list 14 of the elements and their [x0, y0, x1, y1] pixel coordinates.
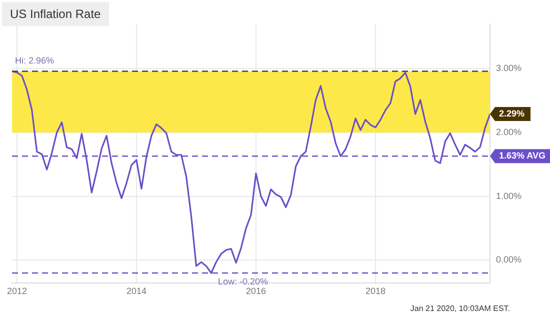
x-tick-label: 2018: [365, 286, 386, 296]
ref-line-label: 1.63% AVG: [499, 150, 546, 161]
ref-line-label: Low: -0.20%: [218, 276, 268, 286]
y-tick-label: 2.00%: [496, 127, 522, 138]
annotation: 2.29%: [499, 108, 525, 118]
text: Jan 21 2020, 10:03AM EST.: [410, 304, 510, 313]
chart-title: US Inflation Rate: [2, 2, 109, 26]
x-tick-label: 2016: [246, 286, 266, 296]
y-tick-label: 0.00%: [496, 254, 522, 265]
y-tick-label: 3.00%: [496, 63, 522, 74]
y-tick-label: 1.00%: [496, 190, 522, 201]
x-tick-label: 2012: [6, 286, 27, 296]
ref-line-label: Hi: 2.96%: [15, 56, 54, 66]
x-tick-label: 2014: [126, 286, 146, 296]
